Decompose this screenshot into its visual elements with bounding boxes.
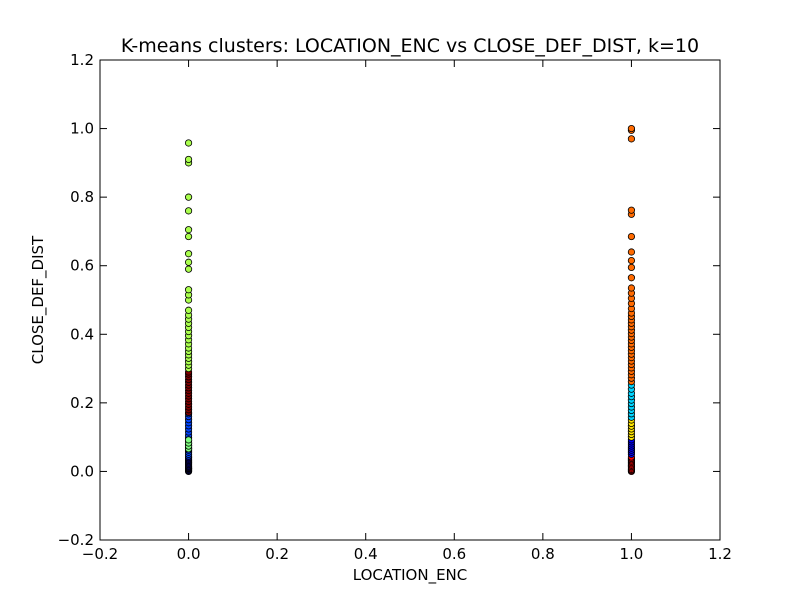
y-tick-label: 0.6	[70, 257, 94, 275]
data-point	[184, 139, 193, 147]
data-point	[184, 226, 193, 234]
cluster-8-points	[627, 381, 636, 421]
points-layer	[184, 124, 636, 476]
y-tick-label: 0.2	[70, 394, 94, 412]
data-point	[627, 274, 636, 282]
data-point	[184, 207, 193, 215]
x-tick-label: 0.0	[177, 545, 201, 563]
data-point	[627, 124, 636, 133]
x-tick-label: 0.4	[354, 545, 378, 563]
cluster-6-points	[627, 436, 636, 458]
data-point	[627, 263, 636, 272]
plot-frame	[99, 59, 721, 541]
data-point	[184, 306, 193, 314]
data-point	[627, 248, 636, 256]
x-axis-label: LOCATION_ENC	[353, 566, 468, 585]
data-point	[184, 193, 193, 201]
cluster-7-points	[627, 416, 636, 441]
y-tick-label: 0.4	[70, 325, 94, 343]
cluster-5-points	[627, 453, 636, 476]
data-point	[184, 286, 193, 294]
data-point	[627, 284, 636, 292]
data-point	[184, 232, 193, 241]
cluster-4-points	[184, 139, 193, 373]
x-tick-label: 0.2	[265, 545, 289, 563]
x-tick-label: 0.8	[531, 545, 555, 563]
cluster-3-points	[184, 368, 193, 417]
y-tick-label: 0.0	[70, 462, 94, 480]
x-tick-label: −0.2	[82, 545, 118, 563]
data-point	[627, 206, 636, 214]
y-axis-label: CLOSE_DEF_DIST	[29, 235, 48, 364]
data-point	[184, 155, 193, 164]
cluster-9-points	[627, 124, 636, 386]
chart-title: K-means clusters: LOCATION_ENC vs CLOSE_…	[121, 35, 699, 57]
data-point	[627, 232, 636, 241]
x-tick-label: 0.6	[442, 545, 466, 563]
data-point	[184, 250, 193, 258]
y-tick-label: 0.8	[70, 188, 94, 206]
data-point	[627, 135, 636, 143]
y-tick-label: 1.2	[70, 51, 94, 69]
data-point	[627, 256, 636, 265]
y-tick-label: 1.0	[70, 120, 94, 138]
data-point	[184, 436, 193, 444]
ticks-layer: −0.2 0.0 0.2 0.4 0.6 0.8 1.0 1.2 −0.2 0.0 0.2 0.4 0.…	[58, 51, 732, 563]
y-tick-label: −0.2	[58, 531, 94, 549]
x-tick-label: 1.2	[708, 545, 732, 563]
data-point	[184, 258, 193, 266]
data-point	[184, 265, 193, 273]
cluster-2-points	[184, 436, 193, 453]
x-tick-label: 1.0	[619, 545, 643, 563]
